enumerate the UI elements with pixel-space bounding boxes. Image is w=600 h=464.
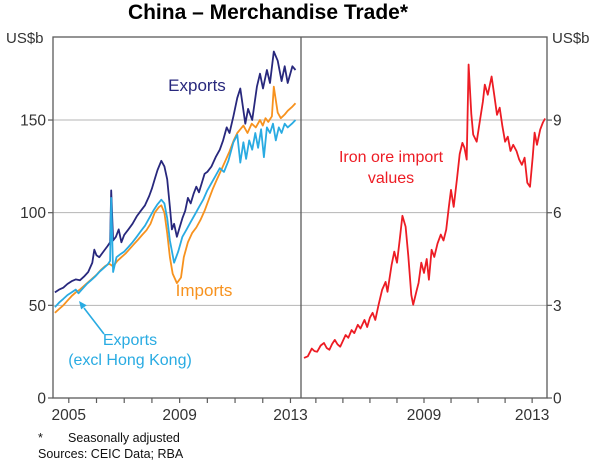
y-tick-label: 0 (553, 391, 562, 408)
y-tick-label: 3 (553, 298, 562, 315)
iron-ore-import-values-series-label: Iron ore import values (338, 149, 444, 187)
chart-title: China – Merchandise Trade* (127, 1, 409, 24)
y-tick-label: 150 (20, 113, 46, 130)
plot-frame (52, 36, 548, 399)
x-tick-label: 2009 (162, 407, 196, 424)
x-tick-label: 2005 (52, 407, 86, 424)
x-tick-label: 2013 (273, 407, 307, 424)
sources-line: Sources: CEIC Data; RBA (38, 447, 184, 461)
series-line-exports-excl-hong-kong (54, 119, 297, 308)
right-axis-unit-label: US$b (552, 30, 590, 47)
y-tick-label: 9 (553, 113, 562, 130)
footnote-line: * Seasonally adjusted (38, 430, 183, 446)
footnotes: * Seasonally adjusted Sources: CEIC Data;… (38, 430, 183, 462)
exports-excl-hong-kong-series-label: Exports (excl Hong Kong) (68, 332, 192, 369)
footnote-marker: * (38, 431, 43, 445)
y-tick-label: 100 (20, 205, 46, 222)
exports-excl-hk-arrow (83, 307, 105, 335)
left-axis-unit-label: US$b (6, 30, 44, 47)
series-line-iron-ore-import-values (303, 63, 546, 359)
x-tick-label: 2013 (515, 407, 549, 424)
y-tick-label: 0 (37, 391, 46, 408)
exports-excl-hk-arrowhead (79, 301, 87, 310)
x-tick-label: 2009 (407, 407, 441, 424)
y-tick-label: 6 (553, 205, 562, 222)
series-line-imports (54, 85, 297, 314)
series-line-exports (54, 50, 297, 294)
exports-series-label: Exports (168, 76, 226, 95)
imports-series-label: Imports (175, 281, 233, 300)
footnote-text: Seasonally adjusted (68, 431, 180, 445)
y-tick-label: 50 (29, 298, 47, 315)
